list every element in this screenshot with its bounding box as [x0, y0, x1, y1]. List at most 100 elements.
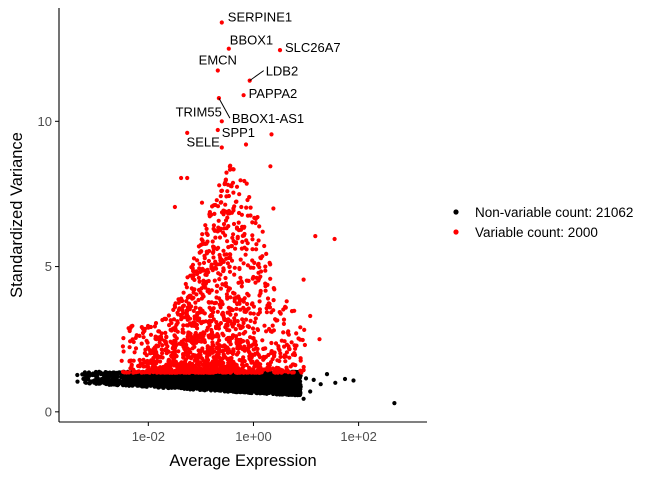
variable-point: [205, 356, 210, 361]
variable-point: [195, 355, 200, 361]
variable-point: [207, 214, 212, 219]
variable-point: [246, 293, 251, 298]
variable-point: [212, 278, 217, 283]
variable-point: [209, 368, 215, 373]
variable-point: [219, 20, 224, 25]
variable-point: [216, 218, 221, 223]
variable-point: [221, 248, 226, 253]
variable-point: [195, 326, 200, 331]
variable-point: [270, 323, 275, 328]
variable-point: [272, 353, 277, 358]
variable-point: [248, 311, 253, 316]
variable-point: [191, 290, 196, 295]
variable-point: [197, 266, 202, 271]
non-variable-point: [228, 374, 233, 379]
non-variable-point: [318, 382, 323, 387]
variable-point: [233, 327, 238, 332]
variable-point: [271, 308, 276, 313]
variable-point: [263, 268, 268, 273]
variable-point: [228, 308, 233, 313]
variable-point: [184, 353, 189, 358]
non-variable-point: [242, 390, 247, 395]
variable-point: [259, 369, 264, 374]
variable-point: [286, 370, 291, 375]
variable-point: [231, 290, 236, 295]
variable-point: [250, 258, 255, 263]
variable-point: [204, 231, 209, 236]
non-variable-point: [151, 381, 156, 386]
variable-point: [227, 356, 232, 361]
variable-point: [220, 331, 225, 336]
variable-point: [217, 277, 222, 282]
variable-point: [281, 307, 286, 312]
variable-point: [218, 258, 223, 263]
gene-label: SERPINE1: [228, 10, 292, 25]
variable-point: [215, 127, 220, 133]
variable-point: [276, 366, 281, 371]
variable-point: [245, 241, 250, 246]
variable-point: [258, 362, 263, 367]
variable-point: [299, 370, 304, 375]
variable-point: [239, 280, 244, 285]
non-variable-point: [238, 382, 243, 387]
non-variable-point: [178, 385, 183, 391]
variable-point: [171, 342, 176, 347]
variable-point: [243, 252, 248, 257]
variable-point: [176, 297, 181, 302]
variable-point: [216, 367, 221, 372]
variable-point: [250, 247, 255, 252]
variable-point: [225, 296, 230, 301]
non-variable-point: [87, 381, 92, 386]
variable-point: [250, 237, 255, 242]
variable-point: [244, 247, 249, 252]
variable-point: [204, 251, 210, 256]
variable-point: [250, 276, 255, 281]
variable-point: [233, 199, 238, 204]
variable-point: [263, 288, 268, 293]
variable-point: [244, 181, 249, 186]
variable-point: [192, 320, 197, 326]
non-variable-point: [155, 379, 160, 384]
variable-point: [277, 348, 282, 353]
variable-point: [252, 352, 257, 357]
variable-point: [199, 200, 205, 205]
variable-point: [214, 320, 219, 325]
variable-point: [148, 332, 154, 337]
variable-point: [227, 338, 232, 344]
variable-point: [185, 130, 190, 135]
variable-point: [262, 243, 267, 249]
variable-point: [142, 328, 147, 334]
variable-point: [137, 364, 142, 369]
variable-point: [198, 269, 203, 274]
variable-point: [230, 180, 236, 185]
variable-point: [130, 337, 135, 342]
x-tick-label: 1e+02: [340, 429, 377, 444]
variable-point: [183, 315, 188, 320]
variable-point: [187, 347, 192, 352]
variable-point: [143, 347, 148, 352]
variable-point: [211, 310, 216, 315]
variable-point: [194, 361, 200, 366]
variable-point: [246, 306, 251, 311]
non-variable-point: [351, 378, 356, 383]
variable-point: [287, 355, 292, 360]
variable-point: [264, 329, 269, 334]
variable-point: [181, 323, 186, 328]
gene-label: SPP1: [222, 125, 255, 140]
variable-point: [248, 318, 253, 323]
y-axis-ticks: 0 5 10: [38, 114, 59, 419]
variable-point: [227, 335, 232, 340]
variable-point: [290, 362, 295, 367]
gene-label: LDB2: [266, 64, 299, 79]
variable-point: [215, 353, 220, 358]
non-variable-point: [246, 380, 252, 385]
variable-point: [187, 306, 192, 311]
variable-point: [218, 194, 223, 199]
variable-point: [284, 350, 289, 355]
variable-point: [159, 331, 164, 336]
variable-point: [157, 337, 162, 342]
variable-point: [247, 195, 252, 200]
variable-point: [237, 296, 242, 301]
variable-point: [195, 335, 200, 340]
variable-point: [219, 145, 224, 150]
